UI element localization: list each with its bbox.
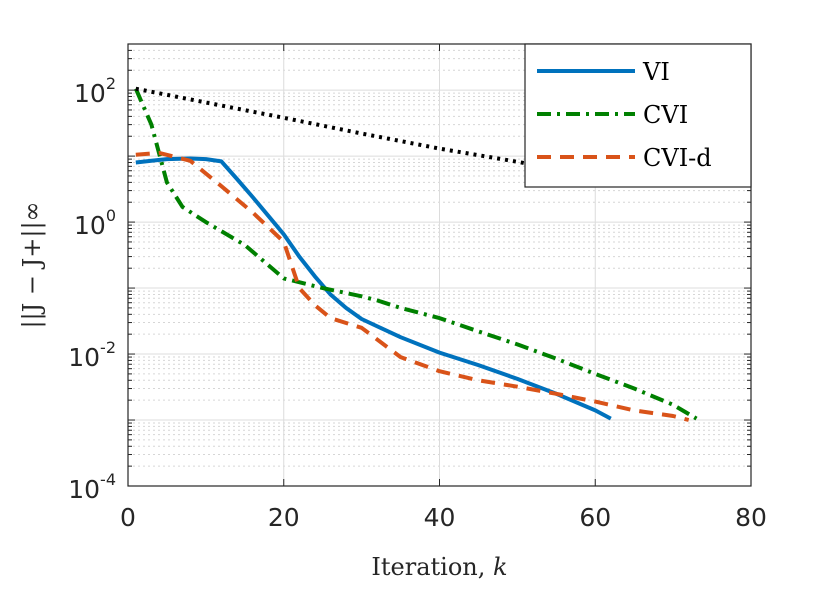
x-tick-label: 40 [424, 503, 456, 532]
x-tick-labels: 0 20 40 60 80 [120, 503, 767, 532]
y-tick-exponent: -4 [100, 470, 116, 489]
x-tick-label: 60 [579, 503, 611, 532]
y-tick-exponent: 2 [106, 74, 116, 93]
legend: VI CVI CVI-d [524, 43, 752, 188]
series-layer [133, 86, 698, 422]
x-axis-title: Iteration, k [371, 553, 507, 581]
series-line-vi [135, 156, 612, 421]
y-tick-base: 10 [68, 343, 100, 372]
y-tick-exponent: 0 [106, 206, 116, 225]
x-tick-label: 80 [735, 503, 767, 532]
y-tick-label: 100 [74, 206, 116, 240]
x-tick-label: 20 [268, 503, 300, 532]
y-axis-title: ||J − J+||∞ [18, 201, 47, 328]
y-tick-exponent: -2 [100, 338, 116, 357]
x-axis-title-text: Iteration, [371, 553, 493, 581]
y-tick-base: 10 [68, 475, 100, 504]
y-tick-base: 10 [74, 79, 106, 108]
legend-label-cvi: CVI [643, 101, 688, 129]
x-axis-title-variable: k [493, 553, 508, 581]
legend-label-vi: VI [642, 58, 670, 86]
y-tick-label: 102 [74, 74, 116, 108]
legend-box [524, 43, 752, 188]
series-line-cvi [133, 87, 698, 421]
y-tick-base: 10 [74, 211, 106, 240]
legend-label-cvi-d: CVI-d [643, 144, 712, 172]
x-tick-label: 0 [120, 503, 136, 532]
y-tick-label: 10-2 [68, 338, 116, 372]
y-tick-label: 10-4 [68, 470, 116, 504]
series-line-cvi-d [135, 150, 690, 422]
